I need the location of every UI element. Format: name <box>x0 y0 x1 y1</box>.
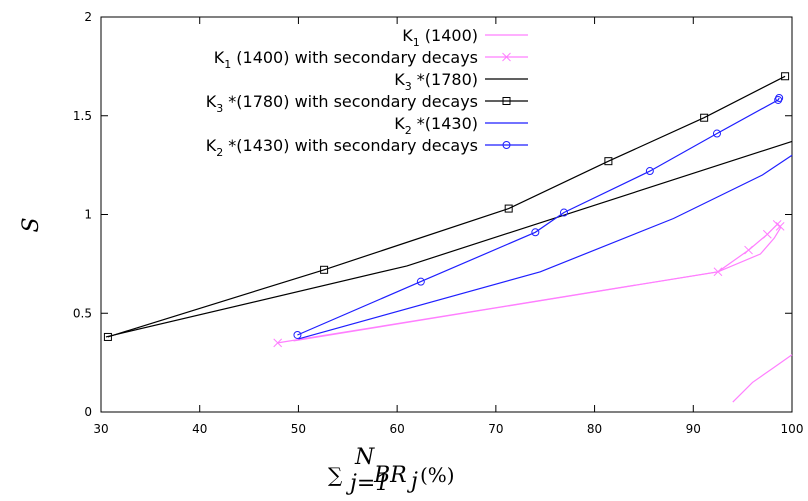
data-point <box>775 221 785 231</box>
x-tick-labels: 30 40 50 60 70 80 90 100 <box>93 422 803 436</box>
series-line <box>293 227 781 342</box>
y-tick-label: 1 <box>84 208 92 222</box>
series-line <box>298 154 793 340</box>
legend-entry: K2 *(1430) with secondary decays <box>206 136 528 159</box>
data-point <box>713 267 723 277</box>
legend-label: K1 (1400) with secondary decays <box>214 48 478 71</box>
legend-entry: K3 *(1780) with secondary decays <box>206 92 528 115</box>
legend-marker <box>502 97 511 105</box>
x-axis-sum-upper: N <box>354 445 375 470</box>
x-axis-label: ∑ N j=1 BR j (%) <box>328 445 455 496</box>
data-point <box>744 245 753 255</box>
legend-label: K3 *(1780) <box>394 70 478 93</box>
x-tick-label: 100 <box>781 422 804 436</box>
x-tick-label: 60 <box>390 422 405 436</box>
data-point <box>273 338 283 348</box>
series-line <box>107 75 786 338</box>
legend-label: K1 (1400) <box>402 26 478 49</box>
y-tick-label: 1.5 <box>73 109 92 123</box>
series-line <box>732 354 793 403</box>
x-axis-variable: BR <box>373 463 407 488</box>
y-tick-label: 0.5 <box>73 306 92 320</box>
x-tick-label: 90 <box>686 422 701 436</box>
series-1 <box>293 227 793 403</box>
data-point <box>320 265 329 274</box>
series-line <box>105 140 793 338</box>
data-point <box>103 332 112 341</box>
legend-label: K2 *(1430) with secondary decays <box>206 136 478 159</box>
series-line <box>277 223 781 344</box>
data-point <box>531 228 540 237</box>
data-point <box>416 277 425 286</box>
series-layer <box>103 72 793 403</box>
x-tick-label: 50 <box>291 422 306 436</box>
data-point <box>700 113 709 122</box>
x-tick-label: 70 <box>488 422 503 436</box>
axis-ticks <box>100 16 793 413</box>
legend-entry: K1 (1400) with secondary decays <box>214 48 528 71</box>
legend-marker <box>502 141 511 149</box>
data-point <box>762 229 772 239</box>
data-point <box>604 157 613 166</box>
x-tick-label: 30 <box>93 422 108 436</box>
data-point <box>559 208 568 217</box>
data-point <box>712 129 721 138</box>
x-axis-sum-lower: j=1 <box>345 471 389 496</box>
data-point <box>781 72 790 81</box>
legend-entry: K2 *(1430) <box>394 114 528 137</box>
legend-marker <box>502 52 511 62</box>
y-tick-labels: 0 0.5 1 1.5 2 <box>73 10 92 419</box>
x-axis-sum-symbol: ∑ <box>328 463 343 487</box>
data-point <box>504 204 513 213</box>
legend: K1 (1400)K1 (1400) with secondary decays… <box>206 26 528 159</box>
y-axis-label: S <box>19 217 44 232</box>
data-point <box>645 167 654 176</box>
series-4 <box>103 72 790 341</box>
series-5 <box>298 154 793 340</box>
data-point <box>293 330 302 339</box>
data-point <box>775 93 784 102</box>
legend-label: K3 *(1780) with secondary decays <box>206 92 478 115</box>
legend-label: K2 *(1430) <box>394 114 478 137</box>
x-tick-label: 40 <box>192 422 207 436</box>
y-tick-label: 0 <box>84 405 92 419</box>
legend-entry: K1 (1400) <box>402 26 528 49</box>
series-line <box>297 97 780 336</box>
x-tick-label: 80 <box>587 422 602 436</box>
series-6 <box>293 93 784 339</box>
x-axis-unit: (%) <box>420 463 455 487</box>
series-2 <box>273 220 785 348</box>
x-axis-subscript: j <box>406 469 418 494</box>
legend-entry: K3 *(1780) <box>394 70 528 93</box>
series-3 <box>105 140 793 338</box>
y-tick-label: 2 <box>84 10 92 24</box>
